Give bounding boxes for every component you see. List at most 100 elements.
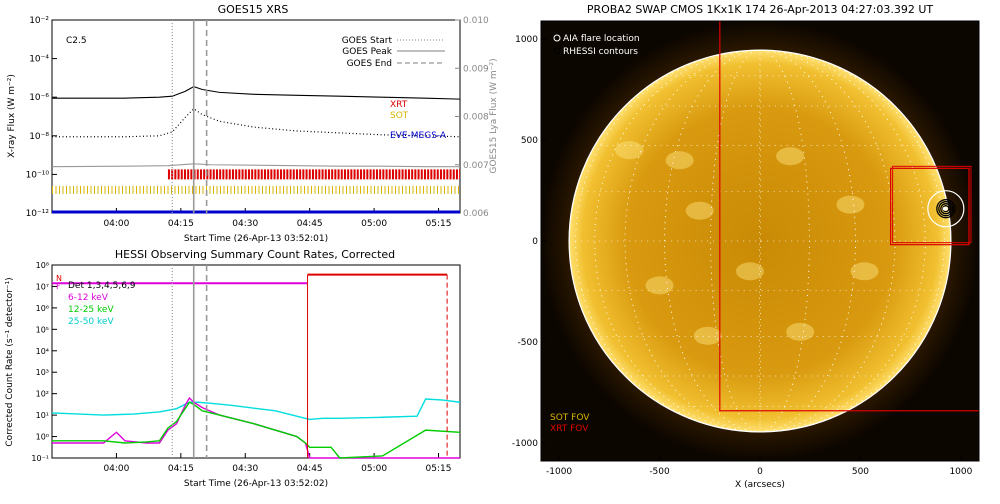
sun-y-ticks: -1000 -500 0 500 1000 xyxy=(512,35,547,449)
flag-n-label: N xyxy=(56,274,62,283)
hessi-ylabel: Corrected Count Rate (s⁻¹ detector⁻¹) xyxy=(5,277,15,446)
longitude-line xyxy=(664,49,856,433)
hessi-xtick-label: 04:45 xyxy=(297,464,323,474)
hessi-time-markers xyxy=(171,265,208,458)
xrt-fov-label: XRT FOV xyxy=(550,424,589,434)
sun-xtick-label: -1000 xyxy=(546,467,572,477)
goes-legend: GOES Start GOES Peak GOES End xyxy=(342,36,445,69)
hessi-flag-bars xyxy=(52,273,448,458)
goes-ytick-label: 10⁻¹² xyxy=(26,209,50,219)
goes-series-group xyxy=(51,85,461,168)
hessi-xtick-label: 04:30 xyxy=(232,464,258,474)
aia-location-icon xyxy=(553,34,561,42)
hessi-xtick-label: 05:15 xyxy=(426,464,452,474)
sot-fov-label: SOT FOV xyxy=(550,413,590,423)
goes-xtick-label: 04:45 xyxy=(297,219,323,229)
sot-fov-box xyxy=(889,167,970,246)
hessi-series-line xyxy=(51,398,461,421)
sun-xtick-label: 500 xyxy=(852,467,869,477)
hessi-ytick-label: 10¹ xyxy=(36,411,49,420)
goes-series-line xyxy=(52,108,461,138)
goes-time-markers xyxy=(171,20,208,213)
aia-flare-circle xyxy=(927,190,965,228)
legend-goes-end: GOES End xyxy=(347,59,392,69)
goes-coverage-bars xyxy=(52,169,460,214)
hessi-xtick-label: 04:00 xyxy=(103,464,129,474)
xrt-fov-box xyxy=(719,21,979,412)
hessi-series-line xyxy=(52,401,461,459)
rhessi-contour-icon xyxy=(553,47,561,55)
goes-ytick-label: 10⁻² xyxy=(29,16,49,26)
hessi-panel: HESSI Observing Summary Count Rates, Cor… xyxy=(5,248,461,489)
active-region-blob xyxy=(615,141,644,160)
active-region-blob xyxy=(836,195,865,214)
instrument-sot-label: SOT xyxy=(390,111,409,121)
longitude-line xyxy=(710,49,810,433)
hessi-x-ticks: 04:00 04:15 04:30 04:45 05:00 05:15 xyxy=(103,453,451,474)
legend-25-50: 25-50 keV xyxy=(68,317,114,327)
goes-ytick-label: 10⁻⁴ xyxy=(29,55,49,65)
goes-xrs-panel: GOES15 XRS 04:00 04:15 04:30 04:45 05:00 05:1… xyxy=(7,3,499,244)
active-region-blob xyxy=(685,201,714,220)
hessi-title: HESSI Observing Summary Count Rates, Cor… xyxy=(115,248,395,261)
goes-y2tick-label: 0.008 xyxy=(463,113,489,123)
active-region-blob xyxy=(693,326,722,345)
hessi-ytick-label: 10⁻¹ xyxy=(31,454,49,463)
legend-goes-start: GOES Start xyxy=(342,36,393,46)
goes-y2tick-label: 0.010 xyxy=(463,16,489,26)
goes-ytick-label: 10⁻⁸ xyxy=(29,132,49,142)
hessi-ytick-label: 10⁶ xyxy=(36,304,49,313)
legend-6-12: 6-12 keV xyxy=(68,293,109,303)
fov-boxes xyxy=(719,21,979,412)
sun-image-panel: PROBA2 SWAP CMOS 1Kx1K 174 26-Apr-2013 0… xyxy=(512,3,980,490)
goes-xtick-label: 04:00 xyxy=(103,219,129,229)
hessi-ytick-label: 10⁰ xyxy=(36,433,49,442)
active-region-blob xyxy=(786,322,815,341)
goes-ylabel-left: X-ray Flux (W m⁻²) xyxy=(7,74,17,158)
hessi-ytick-label: 10³ xyxy=(36,368,49,377)
flare-core xyxy=(942,206,947,211)
active-region-blob xyxy=(735,262,764,281)
goes-y-ticks: 10⁻¹² 10⁻¹⁰ 10⁻⁸ 10⁻⁶ 10⁻⁴ 10⁻² xyxy=(26,16,57,219)
hessi-series-line xyxy=(52,396,460,459)
goes-y2tick-label: 0.009 xyxy=(463,64,489,74)
hessi-xtick-label: 05:00 xyxy=(361,464,387,474)
active-region-blob xyxy=(645,276,674,295)
legend-12-25: 12-25 keV xyxy=(68,305,114,315)
goes-xtick-label: 05:15 xyxy=(426,219,452,229)
sun-xtick-label: -500 xyxy=(649,467,670,477)
longitude-line xyxy=(624,49,896,433)
hessi-xtick-label: 04:15 xyxy=(168,464,194,474)
hessi-ytick-label: 10⁵ xyxy=(36,325,49,334)
hessi-ytick-label: 10⁷ xyxy=(36,282,49,291)
active-region-blob xyxy=(850,262,879,281)
hessi-xlabel: Start Time (26-Apr-13 03:52:02) xyxy=(184,479,328,489)
goes-ytick-label: 10⁻¹⁰ xyxy=(26,170,50,180)
sun-xlabel: X (arcsecs) xyxy=(735,480,785,490)
sun-xtick-label: 1000 xyxy=(949,467,972,477)
active-region-blob xyxy=(776,147,805,166)
longitude-line xyxy=(759,49,761,433)
hessi-legend: Det 1,3,4,5,6,9 6-12 keV 12-25 keV 25-50… xyxy=(68,281,136,327)
solar-disk xyxy=(569,50,951,432)
flare-contours xyxy=(927,190,965,228)
hessi-ytick-label: 10² xyxy=(36,390,49,399)
sun-ytick-label: 1000 xyxy=(515,35,538,45)
active-regions xyxy=(615,141,879,345)
goes-y2tick-label: 0.007 xyxy=(463,161,489,171)
goes-xlabel: Start Time (26-Apr-13 03:52:01) xyxy=(184,234,328,244)
sun-legend: AIA flare location RHESSI contours xyxy=(553,34,640,57)
legend-det: Det 1,3,4,5,6,9 xyxy=(68,281,136,291)
goes-y2tick-label: 0.006 xyxy=(463,209,489,219)
goes-ylabel-right: GOES15 Lya Flux (W m⁻²) xyxy=(489,58,499,173)
sun-ytick-label: 0 xyxy=(532,237,538,247)
sun-title: PROBA2 SWAP CMOS 1Kx1K 174 26-Apr-2013 0… xyxy=(587,3,934,16)
sun-x-ticks: -1000 -500 0 500 1000 xyxy=(546,455,973,477)
active-region-blob xyxy=(665,151,694,170)
hessi-plot-frame xyxy=(51,264,461,459)
xrt-small-fov-box xyxy=(892,165,972,244)
sun-image-content xyxy=(568,21,979,433)
hessi-y-ticks: 10⁻¹ 10⁰ 10¹ 10² 10³ 10⁴ 10⁵ 10⁶ 10⁷ 10⁸ xyxy=(31,261,57,463)
